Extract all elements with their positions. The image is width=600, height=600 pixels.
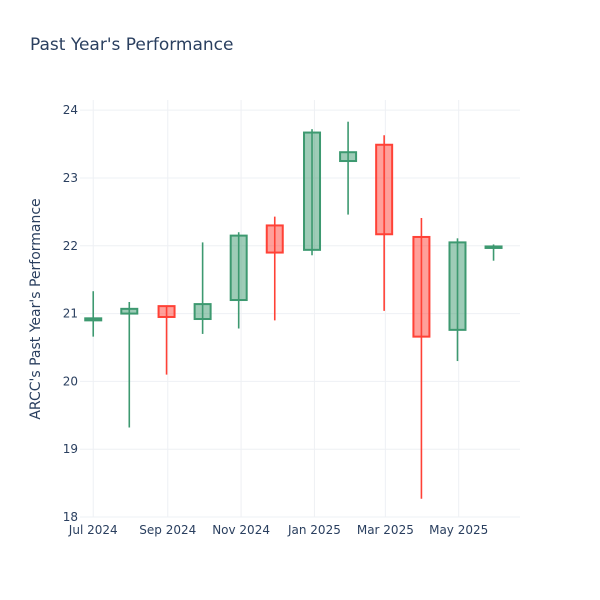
y-axis-label: ARCC's Past Year's Performance xyxy=(28,198,44,419)
candle-body xyxy=(157,305,176,318)
y-tick-label: 19 xyxy=(63,442,78,456)
y-tick-label: 22 xyxy=(63,239,78,253)
candle-body xyxy=(120,307,139,315)
x-tick-label: May 2025 xyxy=(429,523,488,537)
y-tick-label: 23 xyxy=(63,171,78,185)
y-tick-label: 20 xyxy=(63,374,78,388)
candle-body xyxy=(84,317,103,322)
candle xyxy=(412,217,431,499)
y-tick-label: 21 xyxy=(63,307,78,321)
candle xyxy=(84,291,103,337)
y-tick-label: 24 xyxy=(63,103,78,117)
candle-body xyxy=(375,143,394,236)
candle-body xyxy=(303,131,322,251)
candle-body xyxy=(484,245,503,249)
x-tick-label: Nov 2024 xyxy=(212,523,270,537)
candle xyxy=(339,121,358,215)
candle xyxy=(229,232,248,329)
candle-body xyxy=(193,303,212,321)
y-axis-ticks: 18 19 20 21 22 23 24 xyxy=(63,103,78,524)
y-tick-label: 18 xyxy=(63,510,78,524)
candle-body xyxy=(265,224,284,254)
candles xyxy=(84,121,503,499)
x-tick-label: Sep 2024 xyxy=(139,523,196,537)
candle-body xyxy=(229,234,248,302)
candle xyxy=(375,135,394,311)
candle-body xyxy=(412,235,431,338)
x-tick-label: Mar 2025 xyxy=(357,523,414,537)
x-tick-label: Jan 2025 xyxy=(287,523,341,537)
candle xyxy=(448,238,467,362)
candle xyxy=(484,244,503,261)
candle-body xyxy=(339,151,358,163)
candle-body xyxy=(448,241,467,331)
x-axis-ticks: Jul 2024 Sep 2024 Nov 2024 Jan 2025 Mar 2025… xyxy=(68,523,488,537)
candle xyxy=(157,305,176,375)
candle xyxy=(303,129,322,256)
x-tick-label: Jul 2024 xyxy=(68,523,118,537)
chart-title: Past Year's Performance xyxy=(30,35,234,55)
candle xyxy=(193,242,212,334)
candle xyxy=(265,216,284,321)
candle xyxy=(120,302,139,428)
